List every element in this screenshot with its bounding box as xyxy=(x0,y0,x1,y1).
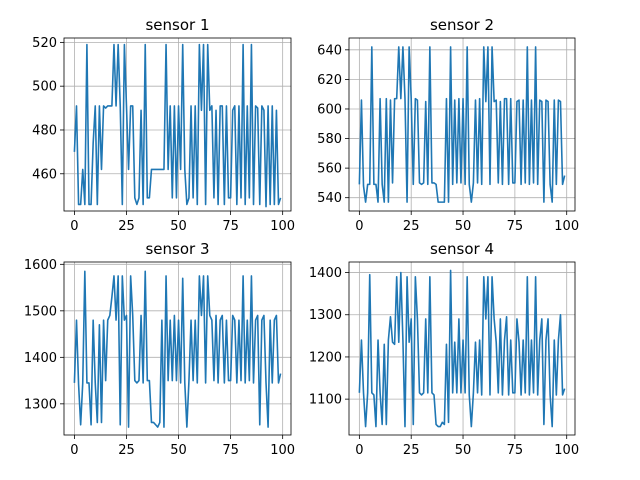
chart-2-y-tick-label-4: 620 xyxy=(317,73,342,88)
chart-3-x-tick-label-1: 25 xyxy=(118,443,135,458)
chart-1-x-tick-label-3: 75 xyxy=(222,219,239,234)
chart-1-x-tick-label-1: 25 xyxy=(118,219,135,234)
chart-2-y-tick-label-5: 640 xyxy=(317,43,342,58)
chart-3-x-tick-label-0: 0 xyxy=(70,443,78,458)
chart-2-axes-frame xyxy=(348,37,576,212)
chart-4-series-line-0 xyxy=(358,269,566,428)
chart-3-x-tick-label-3: 75 xyxy=(222,443,239,458)
chart-4-y-tick-label-0: 1100 xyxy=(309,393,342,408)
chart-4-y-tick-label-1: 1200 xyxy=(309,350,342,365)
chart-3-axes-frame xyxy=(63,261,292,436)
chart-1-y-tick-label-1: 480 xyxy=(32,123,57,138)
chart-1-x-tick-label-0: 0 xyxy=(70,219,78,234)
chart-1-series-line-0 xyxy=(73,43,282,208)
chart-2-title: sensor 2 xyxy=(430,16,494,34)
chart-2-x-tick-label-2: 50 xyxy=(455,219,472,234)
chart-4-x-tick-label-3: 75 xyxy=(507,443,524,458)
chart-4-axes-frame xyxy=(348,261,576,436)
chart-2-x-tick-label-3: 75 xyxy=(507,219,524,234)
chart-1-x-tick-label-2: 50 xyxy=(170,219,187,234)
chart-4-x-tick-label-0: 0 xyxy=(355,443,363,458)
subplot-sensor-3: 0 25 50 75 100 1300 1400 1500 1600 sensor 3 xyxy=(24,240,295,458)
chart-3-title: sensor 3 xyxy=(145,240,209,258)
chart-4-title: sensor 4 xyxy=(430,240,494,258)
chart-4-x-tick-label-4: 100 xyxy=(554,443,579,458)
chart-2-y-tick-label-2: 580 xyxy=(317,132,342,147)
chart-3-y-tick-label-0: 1300 xyxy=(24,397,57,412)
chart-3-y-tick-label-2: 1500 xyxy=(24,304,57,319)
chart-2-x-tick-label-0: 0 xyxy=(355,219,363,234)
chart-4-y-tick-label-2: 1300 xyxy=(309,308,342,323)
chart-2-x-tick-label-4: 100 xyxy=(554,219,579,234)
subplot-sensor-1: 0 25 50 75 100 460 480 500 520 sensor 1 xyxy=(32,16,295,234)
chart-4-y-tick-label-3: 1400 xyxy=(309,266,342,281)
chart-2-y-tick-label-1: 560 xyxy=(317,162,342,177)
chart-3-series-line-0 xyxy=(73,270,282,428)
subplot-sensor-2: 0 25 50 75 100 540 560 580 600 620 640 sensor 2 xyxy=(317,16,579,234)
chart-1-y-tick-label-0: 460 xyxy=(32,167,57,182)
chart-3-y-tick-label-3: 1600 xyxy=(24,258,57,273)
chart-1-title: sensor 1 xyxy=(145,16,209,34)
chart-2-x-tick-label-1: 25 xyxy=(403,219,420,234)
chart-4-x-tick-label-2: 50 xyxy=(455,443,472,458)
chart-1-y-tick-label-3: 520 xyxy=(32,36,57,51)
chart-1-x-tick-label-4: 100 xyxy=(270,219,295,234)
chart-1-axes-frame xyxy=(63,37,292,212)
chart-2-y-tick-label-0: 540 xyxy=(317,191,342,206)
chart-2-series-line-0 xyxy=(358,46,566,203)
chart-2-y-tick-label-3: 600 xyxy=(317,102,342,117)
chart-1-y-tick-label-2: 500 xyxy=(32,80,57,95)
chart-3-y-tick-label-1: 1400 xyxy=(24,351,57,366)
chart-3-x-tick-label-2: 50 xyxy=(170,443,187,458)
chart-4-x-tick-label-1: 25 xyxy=(403,443,420,458)
chart-3-x-tick-label-4: 100 xyxy=(270,443,295,458)
subplot-sensor-4: 0 25 50 75 100 1100 1200 1300 1400 sensor 4 xyxy=(309,240,579,458)
